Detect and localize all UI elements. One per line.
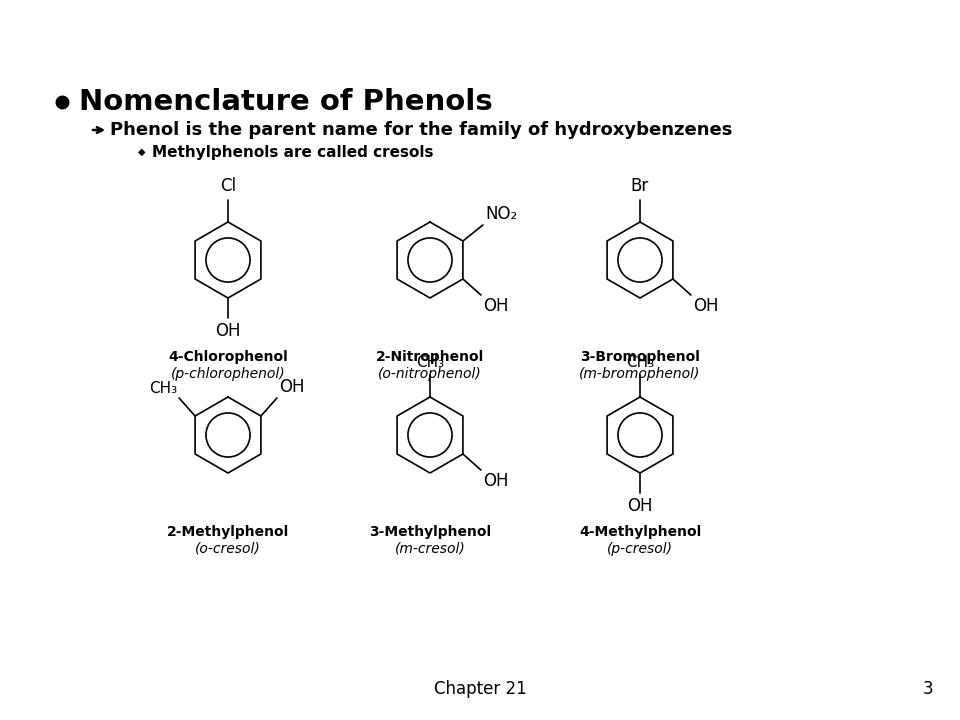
Text: Nomenclature of Phenols: Nomenclature of Phenols bbox=[79, 88, 492, 116]
Text: 3-Methylphenol: 3-Methylphenol bbox=[369, 525, 492, 539]
Text: CH₃: CH₃ bbox=[149, 381, 177, 396]
Text: Cl: Cl bbox=[220, 177, 236, 195]
Text: (m-cresol): (m-cresol) bbox=[395, 542, 466, 556]
Text: CH₃: CH₃ bbox=[626, 355, 654, 370]
Text: Br: Br bbox=[631, 177, 649, 195]
Text: Methylphenols are called cresols: Methylphenols are called cresols bbox=[152, 145, 434, 160]
Text: (p-cresol): (p-cresol) bbox=[607, 542, 673, 556]
Text: Chapter 21: Chapter 21 bbox=[434, 680, 526, 698]
Text: 3-Bromophenol: 3-Bromophenol bbox=[580, 350, 700, 364]
Text: CH₃: CH₃ bbox=[416, 355, 444, 370]
Text: Phenol is the parent name for the family of hydroxybenzenes: Phenol is the parent name for the family… bbox=[110, 121, 732, 139]
Text: 4-Chlorophenol: 4-Chlorophenol bbox=[168, 350, 288, 364]
Text: NO₂: NO₂ bbox=[485, 205, 517, 223]
Text: OH: OH bbox=[279, 378, 304, 396]
Text: 2-Methylphenol: 2-Methylphenol bbox=[167, 525, 289, 539]
Text: (o-nitrophenol): (o-nitrophenol) bbox=[378, 367, 482, 381]
Text: ◆: ◆ bbox=[138, 147, 146, 157]
Text: 3: 3 bbox=[923, 680, 933, 698]
Text: 2-Nitrophenol: 2-Nitrophenol bbox=[376, 350, 484, 364]
Text: 4-Methylphenol: 4-Methylphenol bbox=[579, 525, 701, 539]
Text: OH: OH bbox=[483, 472, 509, 490]
Text: (m-bromophenol): (m-bromophenol) bbox=[579, 367, 701, 381]
Text: (o-cresol): (o-cresol) bbox=[195, 542, 261, 556]
Text: OH: OH bbox=[627, 497, 653, 515]
Text: (p-chlorophenol): (p-chlorophenol) bbox=[171, 367, 285, 381]
Text: OH: OH bbox=[693, 297, 718, 315]
Text: OH: OH bbox=[483, 297, 509, 315]
Text: OH: OH bbox=[215, 322, 241, 340]
